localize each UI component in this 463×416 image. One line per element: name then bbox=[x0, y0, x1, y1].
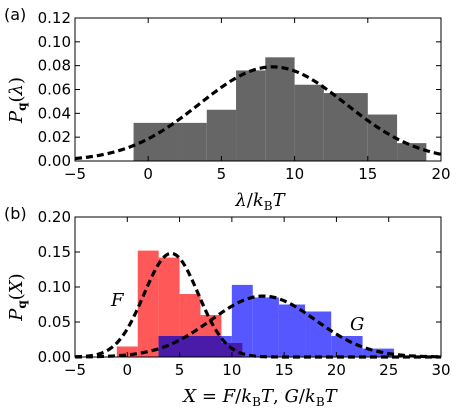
histogram-bar-b-g-6 bbox=[331, 336, 363, 357]
histogram-bar-b-g-4 bbox=[278, 304, 306, 357]
y-tick-label-b-1: 0.05 bbox=[38, 313, 71, 331]
histogram-bar-b-f-2 bbox=[158, 257, 180, 357]
histogram-bar-b-g-5 bbox=[305, 311, 332, 357]
x-tick-label-b-1: 0 bbox=[123, 361, 133, 379]
x-tick-label-b-4: 15 bbox=[275, 361, 294, 379]
panel-b-y-axis-label: Pq(X) bbox=[6, 273, 29, 321]
x-tick-label-b-0: −5 bbox=[64, 361, 86, 379]
x-tick-label-a-3: 10 bbox=[285, 165, 304, 183]
x-tick-label-b-3: 10 bbox=[222, 361, 241, 379]
histogram-bar-a-s0-7 bbox=[367, 114, 398, 161]
histogram-bar-a-s0-5 bbox=[294, 84, 324, 161]
y-tick-label-b-2: 0.10 bbox=[38, 278, 71, 296]
histogram-bar-a-s0-6 bbox=[323, 93, 368, 161]
histogram-bar-b-g-2 bbox=[231, 284, 253, 357]
x-tick-label-b-5: 20 bbox=[327, 361, 346, 379]
x-tick-label-a-4: 15 bbox=[358, 165, 377, 183]
fit-curve-a-s1 bbox=[74, 65, 442, 161]
panel-b: (b) Pq(X) X = F/kBT, G/kBT F G −5 0 5 10 15 2… bbox=[4, 204, 451, 409]
x-tick-label-b-6: 25 bbox=[379, 361, 398, 379]
y-tick-label-a-5: 0.10 bbox=[38, 33, 71, 51]
series-label-g: G bbox=[350, 314, 364, 335]
fit-curve-b-f bbox=[74, 251, 441, 359]
histogram-bar-b-g-3 bbox=[252, 297, 279, 357]
histogram-bar-a-s0-1 bbox=[177, 122, 207, 161]
panel-b-label: (b) bbox=[4, 204, 27, 223]
y-tick-label-b-0: 0.00 bbox=[38, 348, 71, 366]
histogram-overlap-1-5 bbox=[221, 343, 232, 357]
y-tick-label-a-2: 0.04 bbox=[38, 104, 71, 122]
y-tick-label-a-0: 0.00 bbox=[38, 152, 71, 170]
y-tick-label-a-1: 0.02 bbox=[38, 128, 71, 146]
panel-b-x-axis-label: X = F/kBT, G/kBT bbox=[181, 386, 338, 409]
histogram-overlap-2-5 bbox=[231, 343, 243, 357]
y-tick-label-b-4: 0.20 bbox=[38, 208, 71, 226]
y-tick-label-a-3: 0.06 bbox=[38, 81, 71, 99]
x-tick-label-b-2: 5 bbox=[175, 361, 185, 379]
panel-a: (a) Pq(λ) λ/kBT −5 0 5 10 15 20 0.00 0.02 0.04 0.… bbox=[4, 5, 451, 213]
histogram-bar-a-s0-2 bbox=[206, 109, 237, 161]
panel-a-label: (a) bbox=[4, 5, 26, 24]
histogram-bar-a-s0-3 bbox=[236, 70, 266, 161]
histogram-bar-b-f-1 bbox=[137, 250, 159, 357]
x-tick-label-b-7: 30 bbox=[431, 361, 450, 379]
fit-curve-b-g bbox=[74, 294, 442, 359]
panel-a-y-axis-label: Pq(λ) bbox=[6, 77, 29, 124]
histogram-overlap-0-3 bbox=[179, 336, 191, 357]
histogram-overlap-1-3 bbox=[190, 336, 201, 357]
y-tick-label-b-3: 0.15 bbox=[38, 243, 71, 261]
y-tick-label-a-4: 0.08 bbox=[38, 57, 71, 75]
x-tick-label-a-1: 0 bbox=[143, 165, 153, 183]
histogram-bar-a-s0-8 bbox=[397, 143, 427, 161]
y-tick-label-a-6: 0.12 bbox=[38, 9, 71, 27]
histogram-bar-a-s0-4 bbox=[265, 57, 295, 162]
x-tick-label-a-2: 5 bbox=[217, 165, 227, 183]
x-tick-label-a-5: 20 bbox=[431, 165, 450, 183]
x-tick-label-a-0: −5 bbox=[64, 165, 86, 183]
panel-a-x-axis-label: λ/kBT bbox=[234, 190, 286, 213]
histogram-overlap-1-4 bbox=[200, 336, 222, 357]
histogram-bar-b-f-0 bbox=[116, 346, 138, 357]
series-label-f: F bbox=[110, 290, 125, 311]
